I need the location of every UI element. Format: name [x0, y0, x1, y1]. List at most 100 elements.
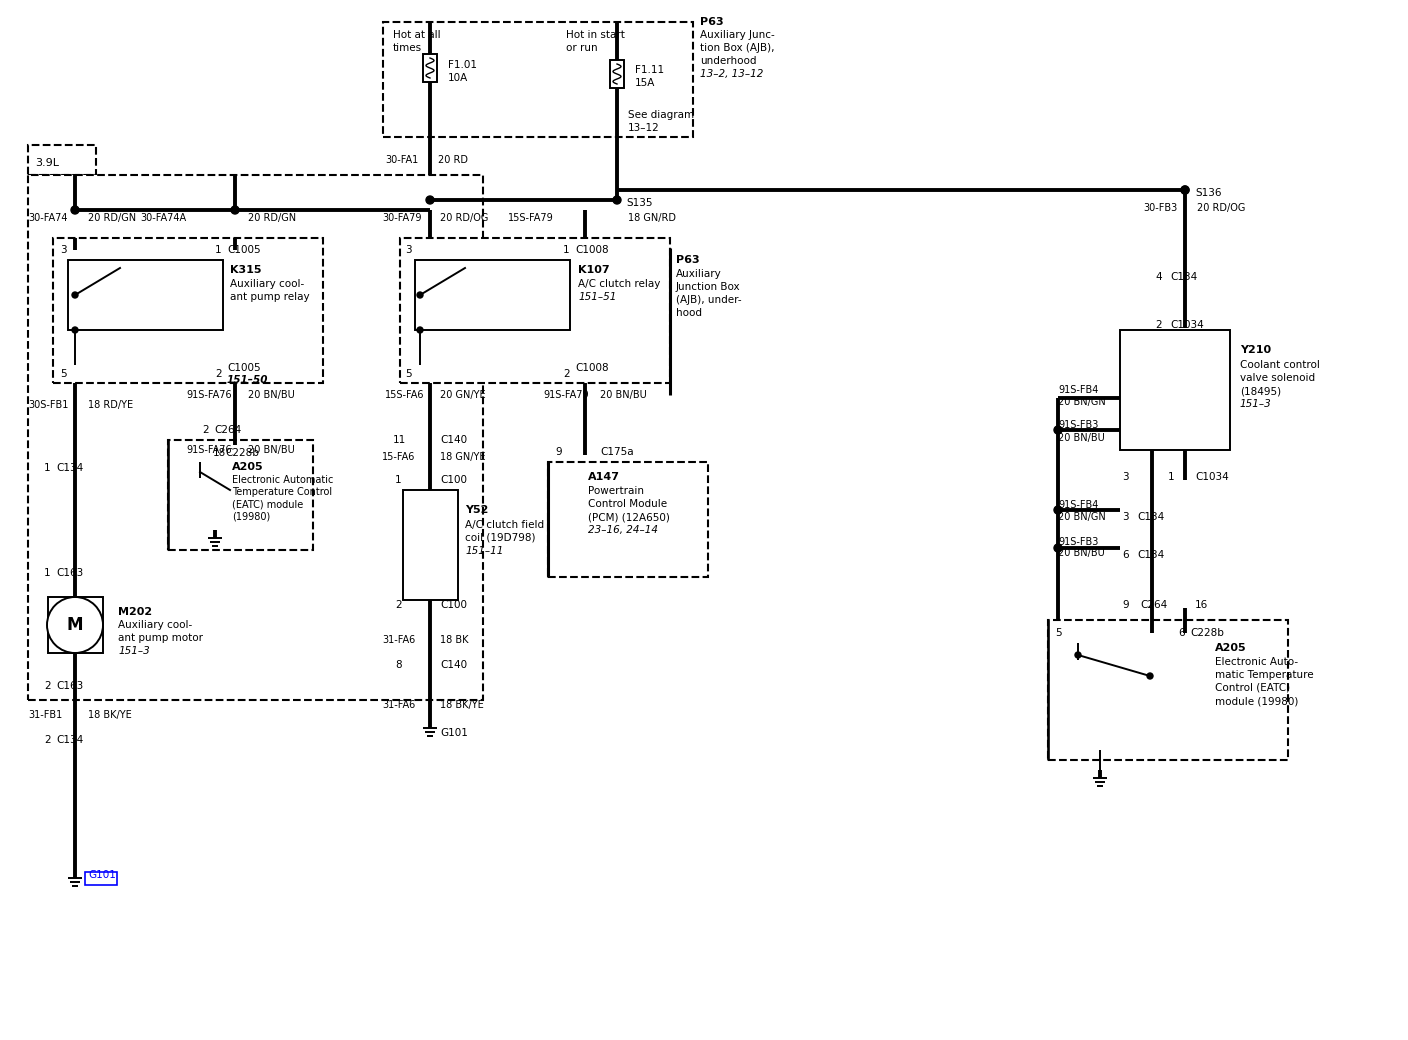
Text: Y52: Y52 — [465, 505, 489, 515]
Text: C100: C100 — [441, 475, 467, 485]
Text: (AJB), under-: (AJB), under- — [676, 295, 742, 305]
Bar — [383, 22, 693, 137]
Text: 4: 4 — [1155, 272, 1162, 282]
Text: 10A: 10A — [448, 73, 469, 83]
Text: C134: C134 — [56, 463, 83, 473]
Bar — [168, 440, 313, 550]
Text: 18 BK/YE: 18 BK/YE — [441, 700, 484, 710]
Text: 5: 5 — [1055, 628, 1062, 638]
Text: ant pump relay: ant pump relay — [230, 292, 310, 302]
Circle shape — [1055, 506, 1062, 514]
Circle shape — [1055, 426, 1062, 434]
Text: 18 GN/YE: 18 GN/YE — [441, 452, 486, 462]
Text: C264: C264 — [1140, 600, 1167, 610]
Text: 20 BN/BU: 20 BN/BU — [248, 390, 294, 400]
Text: Control Module: Control Module — [589, 499, 667, 509]
Text: 8: 8 — [396, 660, 401, 670]
Text: 1: 1 — [44, 568, 51, 578]
Bar — [548, 462, 708, 577]
Circle shape — [1055, 544, 1062, 552]
Text: 2: 2 — [563, 369, 570, 379]
Text: 20 BN/BU: 20 BN/BU — [1057, 433, 1105, 443]
Text: matic Temperature: matic Temperature — [1215, 670, 1314, 680]
Text: Auxiliary cool-: Auxiliary cool- — [230, 279, 304, 289]
Text: C140: C140 — [441, 660, 467, 670]
Text: 20 BN/BU: 20 BN/BU — [1057, 548, 1105, 558]
Text: F1.11: F1.11 — [635, 66, 665, 75]
Text: 91S-FA76: 91S-FA76 — [186, 445, 232, 456]
Text: 151–3: 151–3 — [118, 646, 149, 656]
Text: C1008: C1008 — [574, 363, 608, 373]
Text: 13–2, 13–12: 13–2, 13–12 — [700, 69, 763, 79]
Text: Auxiliary cool-: Auxiliary cool- — [118, 620, 193, 630]
Text: 31-FA6: 31-FA6 — [382, 635, 415, 645]
Text: C134: C134 — [1138, 550, 1164, 560]
Bar — [1048, 620, 1288, 760]
Text: A205: A205 — [232, 462, 263, 472]
Text: Electronic Automatic: Electronic Automatic — [232, 475, 334, 485]
Text: 30-FA74A: 30-FA74A — [139, 213, 186, 223]
Text: 91S-FA79: 91S-FA79 — [543, 390, 589, 400]
Text: 18 RD/YE: 18 RD/YE — [89, 400, 134, 410]
Text: C1005: C1005 — [227, 245, 260, 255]
Bar — [28, 175, 483, 700]
Text: 2: 2 — [44, 681, 51, 691]
Text: M: M — [66, 616, 83, 634]
Text: underhood: underhood — [700, 56, 756, 66]
Text: 2: 2 — [396, 600, 401, 610]
Text: C134: C134 — [56, 735, 83, 745]
Text: P63: P63 — [676, 255, 700, 265]
Text: F1.01: F1.01 — [448, 60, 477, 70]
Text: 91S-FA76: 91S-FA76 — [186, 390, 232, 400]
Text: 91S-FB4: 91S-FB4 — [1057, 500, 1098, 510]
Circle shape — [1181, 186, 1188, 194]
Bar — [422, 54, 436, 82]
Text: C1005: C1005 — [227, 363, 260, 373]
Text: 15S-FA6: 15S-FA6 — [384, 390, 424, 400]
Text: 20 GN/YE: 20 GN/YE — [441, 390, 486, 400]
Text: Junction Box: Junction Box — [676, 282, 741, 292]
Text: Control (EATC): Control (EATC) — [1215, 683, 1290, 693]
Circle shape — [46, 597, 103, 653]
Text: K107: K107 — [579, 265, 610, 275]
Text: (PCM) (12A650): (PCM) (12A650) — [589, 512, 670, 522]
Text: 16: 16 — [1195, 600, 1208, 610]
Circle shape — [417, 292, 422, 298]
Text: 6: 6 — [1122, 550, 1129, 560]
Text: 20 RD/GN: 20 RD/GN — [89, 213, 137, 223]
Text: 20 RD/GN: 20 RD/GN — [248, 213, 296, 223]
Text: 151–11: 151–11 — [465, 546, 504, 556]
Text: P63: P63 — [700, 17, 724, 27]
Text: 18 GN/RD: 18 GN/RD — [628, 213, 676, 223]
Text: 2: 2 — [201, 425, 208, 435]
Text: C1034: C1034 — [1195, 472, 1229, 482]
Text: 20 BN/GN: 20 BN/GN — [1057, 512, 1105, 522]
Text: Y210: Y210 — [1240, 345, 1271, 355]
Text: 2: 2 — [44, 735, 51, 745]
Circle shape — [70, 206, 79, 214]
Text: Hot at all: Hot at all — [393, 30, 441, 40]
Text: 6: 6 — [1178, 628, 1184, 638]
Text: or run: or run — [566, 43, 597, 53]
Circle shape — [1148, 673, 1153, 679]
Bar — [54, 238, 322, 383]
Text: 91S-FB4: 91S-FB4 — [1057, 385, 1098, 395]
Text: 1: 1 — [396, 475, 401, 485]
Bar — [400, 238, 670, 383]
Text: M202: M202 — [118, 607, 152, 617]
Text: 31-FB1: 31-FB1 — [28, 710, 62, 720]
Bar — [68, 260, 222, 330]
Text: C163: C163 — [56, 568, 83, 578]
Text: 30S-FB1: 30S-FB1 — [28, 400, 69, 410]
Text: G101: G101 — [89, 870, 115, 880]
Text: 13–12: 13–12 — [628, 123, 660, 133]
Bar — [403, 490, 458, 600]
Text: S135: S135 — [627, 198, 652, 208]
Text: 11: 11 — [393, 435, 407, 445]
Text: 15S-FA79: 15S-FA79 — [508, 213, 553, 223]
Circle shape — [231, 206, 239, 214]
Text: 20 RD: 20 RD — [438, 155, 467, 165]
Text: 5: 5 — [406, 369, 411, 379]
Text: 3.9L: 3.9L — [35, 158, 59, 168]
Bar — [48, 597, 103, 653]
